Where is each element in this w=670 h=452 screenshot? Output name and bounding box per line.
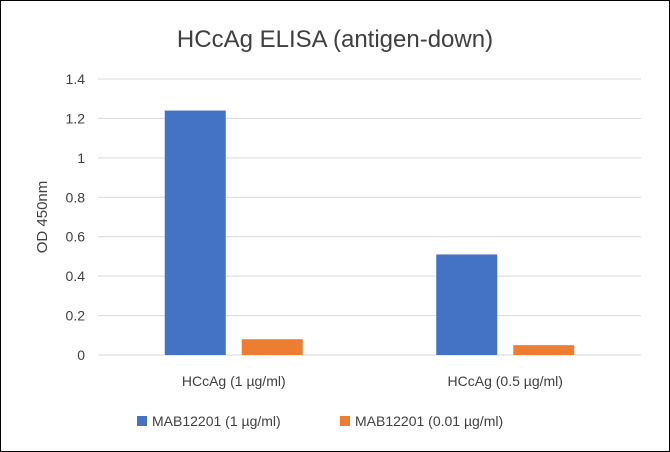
bar-series0-cat1 <box>436 254 498 355</box>
category-labels: HCcAg (1 µg/ml) HCcAg (0.5 µg/ml) <box>182 373 563 389</box>
category-label: HCcAg (1 µg/ml) <box>182 373 286 389</box>
bar-series1-cat0 <box>241 339 303 355</box>
y-tick-label: 0.8 <box>66 189 86 205</box>
y-tick-label: 0 <box>77 347 85 363</box>
y-tick-label: 0.2 <box>66 308 86 324</box>
legend-label: MAB12201 (1 µg/ml) <box>152 413 281 429</box>
y-tick-label: 0.6 <box>66 229 86 245</box>
legend: MAB12201 (1 µg/ml) MAB12201 (0.01 µg/ml) <box>137 413 503 429</box>
legend-swatch-1 <box>340 416 350 426</box>
category-label: HCcAg (0.5 µg/ml) <box>448 373 563 389</box>
legend-label: MAB12201 (0.01 µg/ml) <box>355 413 503 429</box>
y-axis-label: OD 450nm <box>34 181 51 254</box>
bar-series1-cat1 <box>513 345 575 355</box>
y-tick-label: 1.2 <box>66 110 86 126</box>
bar-series0-cat0 <box>164 110 226 356</box>
y-tick-label: 1.4 <box>66 71 86 87</box>
chart-title: HCcAg ELISA (antigen-down) <box>177 26 493 53</box>
bars <box>164 110 575 356</box>
y-tick-labels: 0 0.2 0.4 0.6 0.8 1 1.2 1.4 <box>66 71 86 363</box>
legend-swatch-0 <box>137 416 147 426</box>
y-tick-label: 1 <box>77 150 85 166</box>
y-tick-label: 0.4 <box>66 268 86 284</box>
